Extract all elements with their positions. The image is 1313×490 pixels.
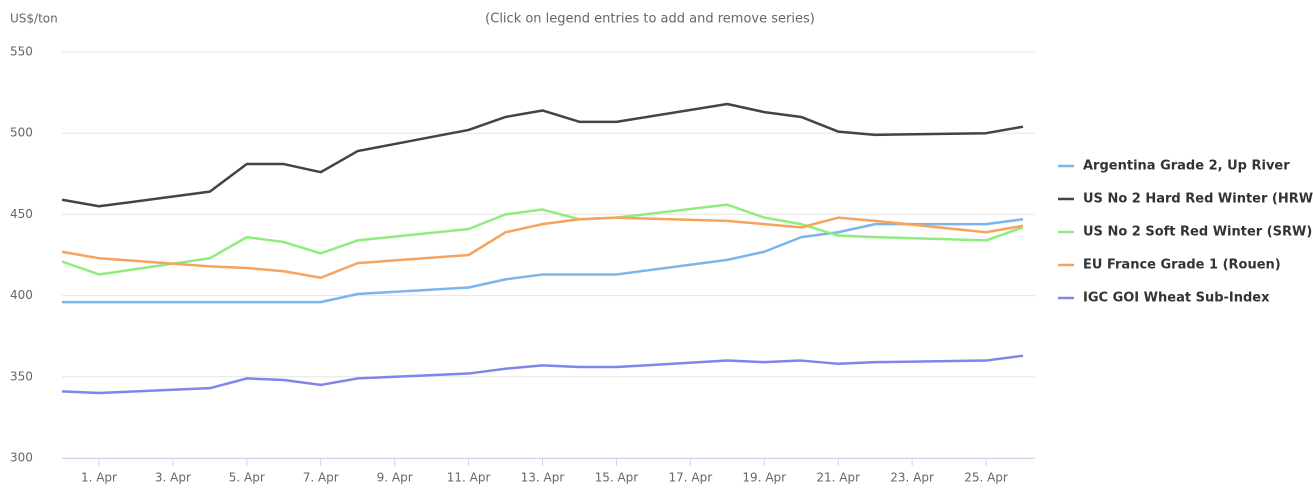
y-tick-label: 350 bbox=[10, 369, 33, 383]
x-tick-label: 17. Apr bbox=[669, 471, 713, 485]
x-tick-label: 11. Apr bbox=[447, 471, 491, 485]
y-tick-label: 500 bbox=[10, 126, 33, 140]
x-tick-label: 19. Apr bbox=[742, 471, 786, 485]
y-tick-label: 300 bbox=[10, 451, 33, 465]
x-tick-label: 21. Apr bbox=[816, 471, 860, 485]
legend-item[interactable]: IGC GOI Wheat Sub-Index bbox=[1083, 291, 1270, 306]
x-tick-label: 9. Apr bbox=[377, 471, 413, 485]
x-tick-label: 13. Apr bbox=[521, 471, 565, 485]
series-line bbox=[61, 216, 1024, 279]
series-line bbox=[61, 203, 1024, 276]
x-tick-label: 7. Apr bbox=[303, 471, 339, 485]
chart-subtitle: (Click on legend entries to add and remo… bbox=[485, 12, 815, 27]
y-tick-label: 450 bbox=[10, 207, 33, 221]
legend-item[interactable]: US No 2 Soft Red Winter (SRW) bbox=[1083, 225, 1312, 240]
x-tick-label: 5. Apr bbox=[229, 471, 265, 485]
y-tick-label: 550 bbox=[10, 45, 33, 59]
legend-item[interactable]: EU France Grade 1 (Rouen) bbox=[1083, 258, 1281, 273]
series-line bbox=[61, 354, 1024, 395]
y-tick-label: 400 bbox=[10, 288, 33, 302]
y-axis-label: US$/ton bbox=[10, 12, 58, 26]
x-tick-label: 1. Apr bbox=[81, 471, 117, 485]
legend-item[interactable]: Argentina Grade 2, Up River bbox=[1083, 159, 1290, 174]
series-line bbox=[62, 218, 1024, 304]
x-tick-label: 3. Apr bbox=[155, 471, 191, 485]
x-tick-label: 25. Apr bbox=[964, 471, 1008, 485]
x-tick-label: 23. Apr bbox=[890, 471, 934, 485]
legend-item[interactable]: US No 2 Hard Red Winter (HRW) bbox=[1083, 192, 1313, 207]
x-tick-label: 15. Apr bbox=[595, 471, 639, 485]
series-line bbox=[61, 102, 1024, 208]
legend: Argentina Grade 2, Up River US No 2 Hard … bbox=[1058, 159, 1313, 306]
